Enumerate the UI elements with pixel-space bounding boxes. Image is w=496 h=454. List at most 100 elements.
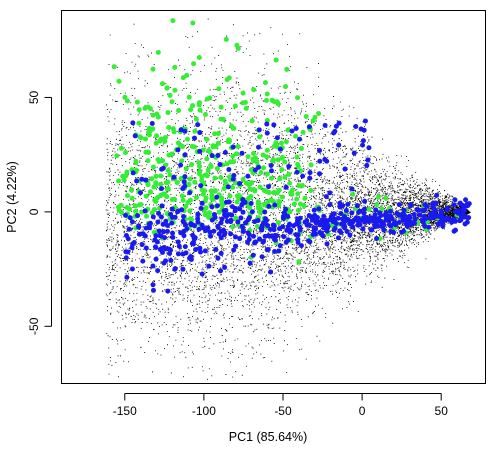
series-green-point (160, 158, 166, 164)
series-green-point (312, 114, 318, 120)
series-black-point-cloud (105, 18, 471, 380)
x-tick-label: -150 (113, 404, 137, 418)
series-blue-point (143, 177, 149, 183)
series-blue-point (198, 183, 204, 189)
series-blue-point (259, 224, 265, 230)
series-blue-point (324, 228, 330, 234)
series-green-point (264, 91, 270, 97)
series-green-point (134, 99, 140, 105)
series-blue-point (172, 266, 178, 272)
series-green-point (162, 135, 168, 141)
series-green-point (187, 208, 193, 214)
series-green-point (191, 61, 197, 67)
series-green-point (295, 95, 301, 101)
series-green-point (193, 195, 199, 201)
series-blue-point (259, 254, 265, 260)
series-green-point (129, 195, 135, 201)
series-green-point (200, 191, 206, 197)
series-green-point (289, 187, 295, 193)
series-green-point (193, 116, 199, 122)
series-blue-point (351, 150, 357, 156)
series-blue-point (199, 271, 205, 277)
series-green-point (145, 158, 151, 164)
series-green-point (279, 155, 285, 161)
series-blue-point (317, 147, 323, 153)
series-blue-point (214, 203, 220, 209)
series-green-point (145, 182, 151, 188)
series-green-point (249, 118, 255, 124)
series-blue-point (271, 237, 277, 243)
series-green-point (230, 153, 236, 159)
series-blue-point (311, 207, 317, 213)
series-green-point (383, 195, 389, 201)
series-blue-point (195, 122, 201, 128)
series-blue-point (353, 215, 359, 221)
series-blue-point (196, 226, 202, 232)
series-green-point (270, 158, 276, 164)
series-blue-point (174, 209, 180, 215)
series-blue-point (225, 184, 231, 190)
series-blue-point (430, 204, 436, 210)
series-green-point (291, 201, 297, 207)
series-green-point (302, 195, 308, 201)
y-tick-label: 0 (27, 208, 41, 215)
series-blue-point (354, 203, 360, 209)
series-blue-point (255, 217, 261, 223)
series-green-point (236, 192, 242, 198)
series-blue-point (169, 220, 175, 226)
series-blue-point (195, 219, 201, 225)
series-blue-point (161, 244, 167, 250)
series-blue-point (459, 214, 465, 220)
series-green-point (155, 195, 161, 201)
series-green-point (136, 120, 142, 126)
series-blue-point (401, 207, 407, 213)
series-blue-point (231, 247, 237, 253)
series-blue-point (342, 166, 348, 172)
series-green-point (124, 98, 130, 104)
series-blue-points (123, 118, 472, 294)
series-blue-point (289, 128, 295, 134)
series-green-point (151, 164, 157, 170)
series-blue-point (162, 235, 168, 241)
series-blue-point (419, 208, 425, 214)
series-blue-point (459, 207, 465, 213)
series-green-point (199, 187, 205, 193)
series-green-point (203, 211, 209, 217)
series-green-point (295, 207, 301, 213)
series-blue-point (155, 219, 161, 225)
series-green-point (157, 138, 163, 144)
series-green-point (133, 208, 139, 214)
series-blue-point (159, 166, 165, 172)
series-blue-point (310, 215, 316, 221)
series-blue-point (175, 251, 181, 257)
series-green-point (185, 136, 190, 142)
series-blue-point (135, 213, 141, 219)
series-blue-point (267, 233, 273, 239)
series-green-point (118, 145, 124, 151)
series-green-point (123, 173, 129, 179)
series-blue-point (284, 227, 290, 233)
y-tick-label: 50 (27, 90, 41, 104)
series-blue-point (206, 263, 212, 269)
series-blue-point (180, 266, 186, 272)
series-blue-point (229, 204, 235, 210)
series-blue-point (317, 158, 323, 164)
series-blue-point (223, 199, 229, 205)
series-green-point (275, 220, 281, 226)
series-blue-point (147, 225, 153, 231)
series-green-point (243, 105, 249, 111)
y-tick-label: -50 (27, 317, 41, 335)
series-blue-point (143, 245, 149, 251)
series-blue-point (266, 203, 272, 209)
series-green-point (282, 159, 288, 165)
series-blue-point (129, 266, 135, 272)
series-blue-point (248, 200, 254, 206)
series-green-point (235, 143, 241, 149)
series-green-point (308, 162, 314, 168)
series-green-point (165, 179, 171, 185)
series-blue-point (333, 123, 339, 129)
series-blue-point (157, 247, 163, 253)
series-green-point (278, 140, 284, 146)
series-blue-point (366, 145, 372, 151)
series-blue-point (317, 230, 323, 236)
